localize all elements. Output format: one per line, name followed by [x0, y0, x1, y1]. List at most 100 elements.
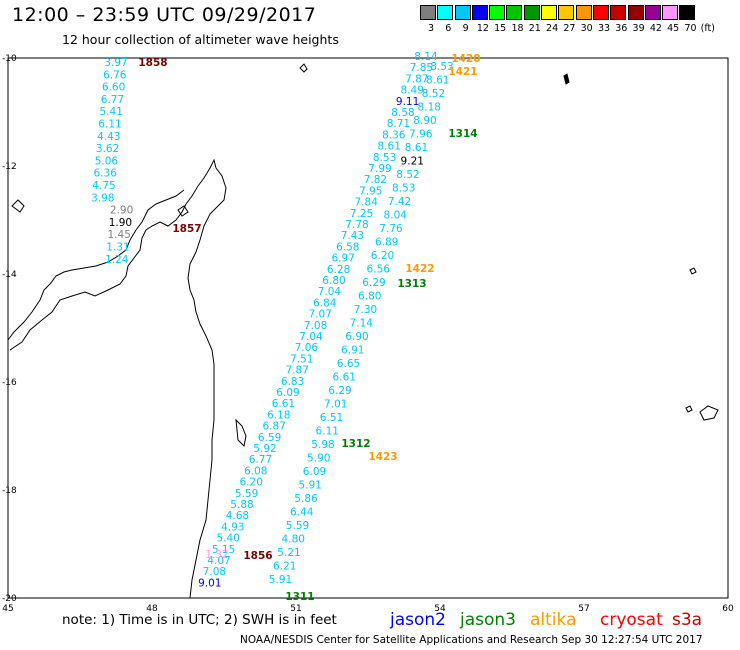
- legend-swatch: [437, 5, 454, 20]
- legend-label: 9: [462, 23, 469, 34]
- satellite-name: jason2: [390, 610, 446, 630]
- swh-label: 4.68: [226, 510, 249, 522]
- swh-label: 8.61: [426, 75, 449, 87]
- swh-label: 8.53: [373, 152, 396, 164]
- swh-label: 6.11: [316, 426, 339, 438]
- swh-label: 6.61: [272, 398, 295, 410]
- swh-label: 6.80: [358, 291, 381, 303]
- swh-label: 6.77: [101, 94, 124, 106]
- swh-label: 7.25: [350, 208, 373, 220]
- legend-swatch: [558, 5, 575, 20]
- swh-label: 4.93: [221, 521, 244, 533]
- swh-label: 6.87: [263, 421, 286, 433]
- legend-swatch: [575, 5, 592, 20]
- swh-label: 7.87: [405, 73, 428, 85]
- swh-label: 7.08: [203, 566, 226, 578]
- swh-label: 5.90: [307, 453, 330, 465]
- swh-label: 7.14: [350, 318, 374, 330]
- pass-time-label: 1856: [243, 550, 272, 562]
- swh-label: 6.65: [337, 358, 360, 370]
- swh-label: 6.11: [98, 119, 121, 131]
- map-frame: [7, 57, 729, 599]
- swh-label: 6.60: [102, 82, 125, 94]
- swh-label: 2.90: [110, 205, 133, 217]
- swh-label: 8.52: [422, 88, 445, 100]
- swh-label: 4.43: [97, 131, 120, 143]
- swh-label: 9.21: [401, 156, 424, 168]
- swh-label: 5.06: [95, 155, 119, 167]
- swh-label: 7.04: [299, 331, 323, 343]
- coastline-madagascar: [9, 158, 227, 599]
- swh-label: 7.76: [379, 223, 403, 235]
- swh-label: 8.53: [392, 183, 415, 195]
- legend-swatch: [523, 5, 540, 20]
- axis-ticks: 45 48 51 54 57 60 -10 -12 -14 -16 -18 -20: [2, 54, 734, 614]
- pass-time-label: 1420: [451, 53, 480, 65]
- swh-label: 6.83: [281, 376, 304, 388]
- swh-label: 6.61: [333, 372, 356, 384]
- swh-label: 1.32: [205, 549, 228, 561]
- legend-label: 30: [580, 23, 593, 34]
- legend-swatch: [541, 5, 558, 20]
- legend-label: 15: [494, 23, 507, 34]
- color-legend: 3 6 9 12 15 18 21 24 27 30 33 36 39 42 45 70 (ft): [420, 5, 715, 34]
- island-shape: [235, 418, 247, 448]
- legend-label: 39: [632, 23, 645, 34]
- satellite-name: cryosat: [600, 610, 663, 630]
- island-shape: [685, 405, 693, 413]
- x-tick-label: 51: [290, 604, 301, 614]
- x-tick-label: 57: [578, 604, 589, 614]
- swh-label: 6.56: [367, 264, 391, 276]
- swh-label: 8.36: [382, 129, 406, 141]
- swh-label: 6.36: [94, 168, 118, 180]
- y-tick-label: -10: [2, 54, 17, 64]
- legend-label: 18: [511, 23, 524, 34]
- swh-label: 5.40: [217, 533, 240, 545]
- y-tick-label: -12: [2, 162, 17, 172]
- legend-swatch: [471, 5, 488, 20]
- swh-label: 7.04: [318, 286, 342, 298]
- swh-label: 3.62: [96, 143, 119, 155]
- swh-label: 1.31: [106, 242, 129, 254]
- island-shape: [689, 267, 697, 275]
- swh-label: 7.43: [341, 230, 364, 242]
- swh-label: 4.07: [207, 555, 230, 567]
- swh-label: 6.09: [303, 466, 326, 478]
- legend-swatches: [420, 5, 697, 20]
- swh-label: 5.41: [100, 106, 123, 118]
- legend-label: 70: [684, 23, 697, 34]
- swh-label: 6.20: [240, 477, 263, 489]
- y-tick-label: -18: [2, 486, 17, 496]
- legend-swatch: [662, 5, 679, 20]
- swh-label: 8.14: [414, 51, 438, 63]
- swh-label: 7.78: [345, 219, 368, 231]
- swh-label: 5.98: [311, 439, 334, 451]
- legend-label: 12: [476, 23, 489, 34]
- swh-label: 8.71: [387, 118, 410, 130]
- satellite-name: altika: [530, 610, 577, 630]
- swh-label: 6.29: [328, 385, 351, 397]
- swh-label: 5.59: [235, 488, 258, 500]
- swh-label: 6.84: [313, 297, 337, 309]
- island-shape: [563, 73, 570, 85]
- swh-label: 7.82: [364, 174, 387, 186]
- pass-time-label: 1858: [138, 57, 167, 69]
- legend-swatch: [506, 5, 523, 20]
- swh-label: 7.51: [290, 353, 313, 365]
- swh-label: 6.77: [249, 454, 272, 466]
- legend-swatch: [627, 5, 644, 20]
- legend-swatch: [610, 5, 627, 20]
- legend-label: 21: [528, 23, 541, 34]
- swh-label: 5.15: [212, 544, 235, 556]
- legend-label: (ft): [700, 23, 715, 34]
- legend-label: 45: [667, 23, 680, 34]
- swh-label: 1.24: [105, 254, 129, 266]
- x-tick-label: 54: [434, 604, 446, 614]
- legend-swatch: [679, 5, 696, 20]
- swh-label: 5.59: [286, 520, 309, 532]
- x-tick-label: 45: [2, 604, 13, 614]
- swh-label: 6.59: [258, 432, 281, 444]
- y-tick-label: -20: [2, 594, 17, 604]
- island-shape: [699, 405, 719, 421]
- swh-label: 6.97: [332, 253, 355, 265]
